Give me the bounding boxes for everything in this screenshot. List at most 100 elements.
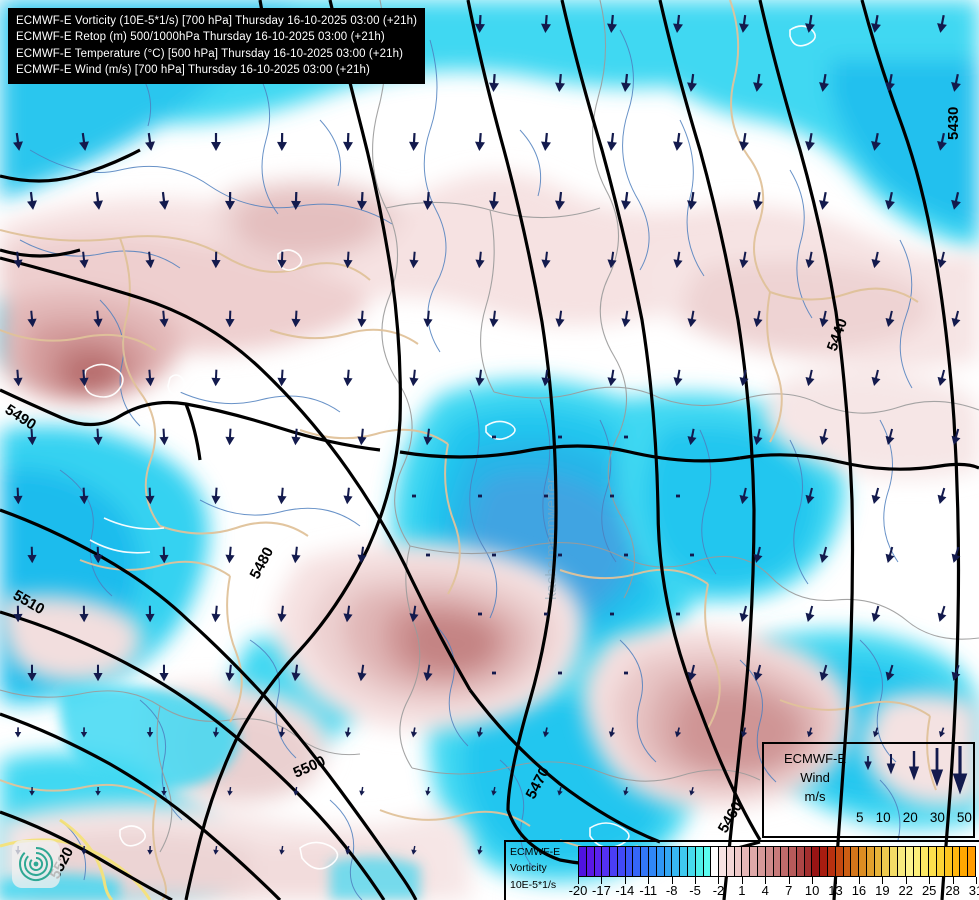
colorbar-swatch <box>703 847 712 876</box>
info-line-retop: ECMWF-E Retop (m) 500/1000hPa Thursday 1… <box>16 31 385 44</box>
wind-arrow-calm <box>558 553 562 557</box>
wind-arrow <box>948 662 964 684</box>
colorbar-tick <box>578 877 579 884</box>
colorbar-swatch <box>586 847 595 876</box>
colorbar-tick <box>812 877 814 884</box>
wind-arrow <box>209 131 223 153</box>
colorbar-swatch <box>952 847 961 876</box>
wind-arrow <box>289 545 303 565</box>
spiral-icon <box>19 847 54 881</box>
wind-arrow-calm <box>610 612 614 616</box>
colorbar-tick-label: 16 <box>851 883 867 898</box>
colorbar-model: ECMWF-E <box>510 846 561 858</box>
wind-arrow <box>934 13 950 35</box>
colorbar-tick <box>952 877 954 884</box>
wind-arrow <box>407 131 421 153</box>
wind-arrow <box>210 250 222 270</box>
wind-arrow <box>802 367 818 389</box>
wind-arrow-calm <box>558 671 562 675</box>
wind-arrow <box>802 603 818 625</box>
wind-arrow-calm <box>544 612 548 616</box>
colorbar-swatch <box>859 847 867 876</box>
colorbar-swatch <box>711 847 720 876</box>
colorbar-swatch <box>898 847 906 876</box>
colorbar-tick-label: -20 <box>568 883 588 898</box>
wind-arrow <box>671 250 685 270</box>
colorbar-tick-label: -8 <box>665 883 678 898</box>
colorbar-swatch <box>680 847 688 876</box>
colorbar-tick <box>601 877 603 884</box>
wind-arrow <box>223 427 237 447</box>
wind-arrow <box>750 308 766 330</box>
colorbar-swatch <box>687 847 696 876</box>
colorbar-swatch <box>757 847 766 876</box>
colorbar-swatch <box>828 847 836 876</box>
colorbar-tick <box>788 877 790 884</box>
wind-speed-50: 50 <box>956 810 972 825</box>
wind-speed-10: 10 <box>875 810 891 825</box>
wind-arrow <box>736 13 752 35</box>
colorbar-swatch <box>921 847 930 876</box>
colorbar-swatch <box>835 847 844 876</box>
colorbar-tick <box>858 877 860 884</box>
wind-arrow <box>882 426 898 448</box>
wind-arrow <box>210 368 222 388</box>
wind-arrow <box>475 844 485 857</box>
wind-arrow <box>158 663 170 683</box>
wind-arrow <box>224 309 236 329</box>
wind-arrow <box>948 308 964 330</box>
colorbar-swatch <box>602 847 611 876</box>
wind-arrow <box>882 190 898 212</box>
colorbar-swatch <box>610 847 618 876</box>
secondary-shading <box>0 685 420 900</box>
wind-arrow <box>211 844 221 856</box>
wind-arrow <box>78 604 90 624</box>
wind-arrow <box>143 368 157 388</box>
colorbar-tick <box>905 877 907 884</box>
info-line-temperature: ECMWF-E Temperature (°C) [500 hPa] Thurs… <box>16 47 404 60</box>
wind-arrow <box>26 663 38 683</box>
wind-arrow <box>487 309 501 329</box>
wind-arrow <box>816 308 832 330</box>
svg-text:5430: 5430 <box>945 107 962 140</box>
wind-arrow <box>948 544 964 566</box>
wind-arrow <box>553 309 567 329</box>
wind-arrow <box>423 785 433 797</box>
wind-arrow <box>539 131 553 153</box>
wind-arrow <box>882 544 898 566</box>
wind-arrow-calm <box>624 671 628 675</box>
wind-arrow <box>25 427 39 447</box>
wind-arrow <box>407 250 421 270</box>
wind-speed-5: 5 <box>856 810 864 825</box>
colorbar-swatch <box>866 847 875 876</box>
wind-arrow <box>736 131 752 153</box>
colorbar-swatch <box>851 847 860 876</box>
wind-arrow <box>870 725 882 740</box>
wind-arrow-calm <box>478 494 482 498</box>
wind-arrow-calm <box>690 553 694 557</box>
wind-arrow-field <box>10 13 964 857</box>
colorbar-swatch <box>905 847 914 876</box>
wind-arrow <box>94 786 102 797</box>
provider-logo[interactable] <box>12 840 60 888</box>
wind-arrow <box>409 726 419 739</box>
wind-arrow <box>474 726 485 739</box>
wind-arrow <box>341 250 355 270</box>
colorbar-tick-label: 28 <box>945 883 960 898</box>
wind-arrow <box>539 368 553 388</box>
wind-arrow <box>738 725 750 740</box>
colorbar-tick-label: -5 <box>689 883 701 898</box>
wind-arrow-calm <box>558 435 562 439</box>
wind-arrow <box>687 785 697 798</box>
colorbar-tick-label: -11 <box>639 883 658 898</box>
wind-arrow-calm <box>492 553 496 557</box>
wind-arrow <box>421 309 435 329</box>
wind-arrow <box>750 544 766 566</box>
wind-arrow <box>934 603 950 625</box>
colorbar-tick-label: -14 <box>615 883 635 898</box>
wind-legend-speeds: 5 10 20 30 50 <box>856 810 972 825</box>
colorbar-tick-label: 7 <box>785 883 793 898</box>
wind-legend-param: Wind <box>800 769 830 785</box>
wind-arrow <box>11 368 25 388</box>
